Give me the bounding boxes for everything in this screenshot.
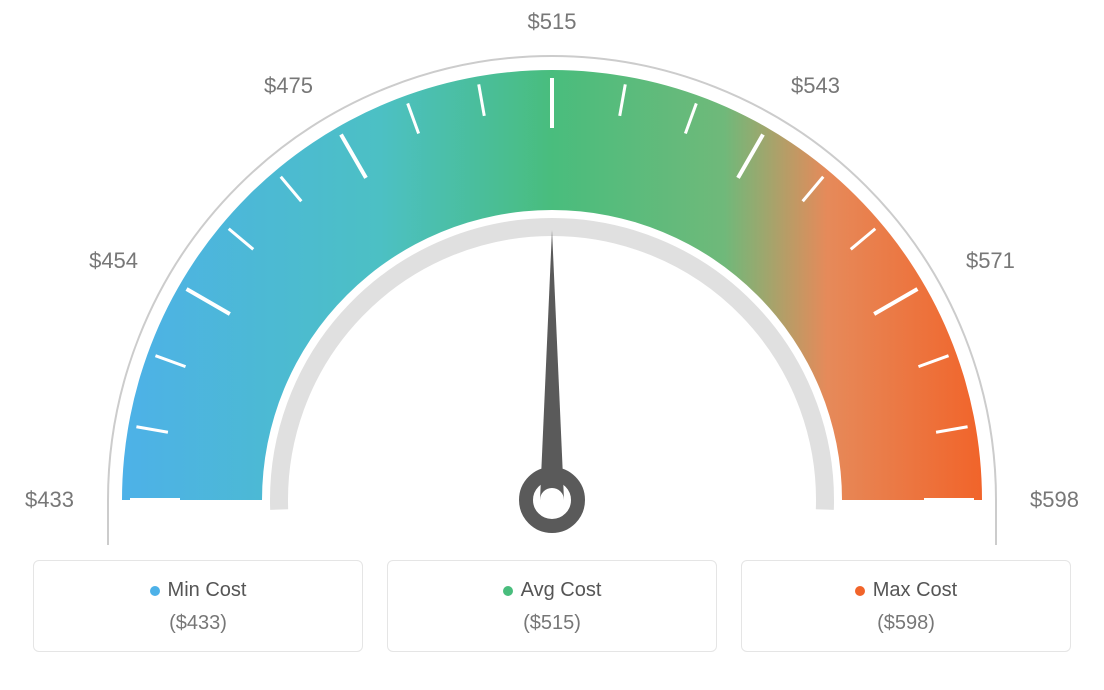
legend-label-avg: Avg Cost [521, 579, 602, 602]
legend-value-max: ($598) [752, 612, 1060, 635]
legend-card-min: Min Cost ($433) [33, 560, 363, 652]
svg-text:$454: $454 [89, 248, 138, 273]
svg-text:$571: $571 [966, 248, 1015, 273]
legend-label-min: Min Cost [168, 579, 247, 602]
legend-card-avg: Avg Cost ($515) [387, 560, 717, 652]
svg-text:$598: $598 [1030, 487, 1079, 512]
svg-text:$475: $475 [264, 73, 313, 98]
legend-row: Min Cost ($433) Avg Cost ($515) Max Cost… [0, 560, 1104, 652]
legend-dot-avg [503, 586, 513, 596]
legend-label-max: Max Cost [873, 579, 957, 602]
svg-text:$515: $515 [528, 9, 577, 34]
legend-dot-max [855, 586, 865, 596]
legend-value-avg: ($515) [398, 612, 706, 635]
svg-text:$433: $433 [25, 487, 74, 512]
legend-value-min: ($433) [44, 612, 352, 635]
legend-dot-min [150, 586, 160, 596]
legend-card-max: Max Cost ($598) [741, 560, 1071, 652]
svg-text:$543: $543 [791, 73, 840, 98]
gauge-chart: $433 $454 $475 $515 $543 $571 $598 [0, 0, 1104, 560]
